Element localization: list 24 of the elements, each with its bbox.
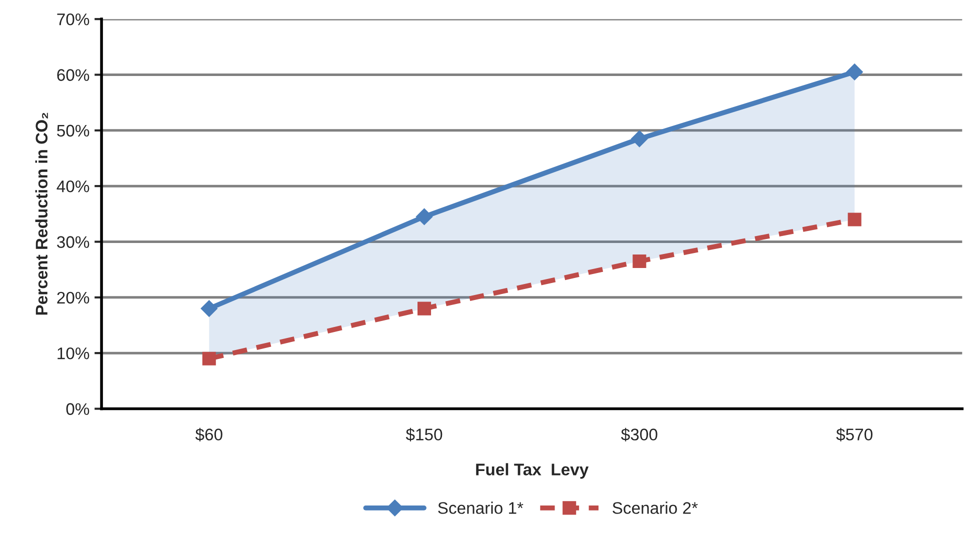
- point: [846, 64, 863, 80]
- legend-label: Scenario 2*: [612, 502, 698, 514]
- x-tick-label: $150: [406, 428, 442, 442]
- x-tick-label: $570: [836, 428, 872, 442]
- y-axis-title: Percent Reduction in CO₂: [35, 112, 48, 315]
- y-tick-label: 60%: [57, 69, 90, 81]
- y-tick-label: 10%: [58, 347, 90, 360]
- point: [631, 130, 648, 148]
- point: [202, 352, 216, 366]
- y-tick-label: 20%: [57, 292, 90, 304]
- point: [848, 212, 862, 226]
- point: [418, 302, 432, 316]
- x-tick-label: $60: [195, 428, 222, 442]
- point: [416, 208, 433, 226]
- y-tick-label: 30%: [57, 236, 90, 248]
- x-axis-title: Fuel Tax Levy: [476, 463, 589, 479]
- point: [200, 300, 218, 317]
- point: [632, 254, 646, 268]
- y-tick-label: 0%: [66, 403, 90, 415]
- x-tick-label: $300: [621, 428, 658, 442]
- legend-label: Scenario 1*: [438, 502, 524, 514]
- y-tick-label: 50%: [57, 124, 90, 137]
- y-tick-label: 70%: [57, 13, 90, 26]
- y-tick-label: 40%: [56, 180, 90, 192]
